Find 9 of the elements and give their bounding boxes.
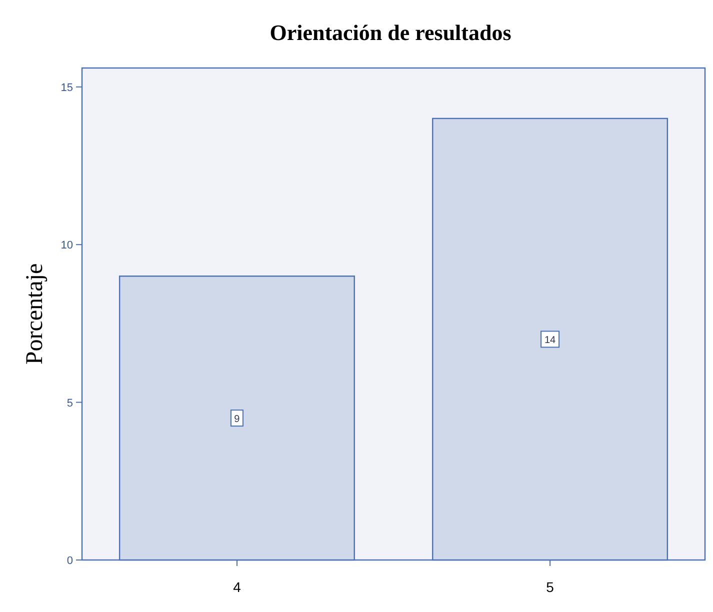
data-label: 14 [544, 335, 556, 346]
x-tick-label: 4 [233, 579, 242, 595]
y-tick-label: 15 [60, 82, 73, 94]
data-label: 9 [234, 414, 240, 426]
chart-title: Orientación de resultados [270, 20, 512, 45]
y-tick-label: 10 [60, 240, 73, 252]
y-axis-title: Porcentaje [22, 263, 48, 365]
y-tick-label: 0 [66, 555, 73, 567]
y-tick-label: 5 [66, 397, 73, 410]
